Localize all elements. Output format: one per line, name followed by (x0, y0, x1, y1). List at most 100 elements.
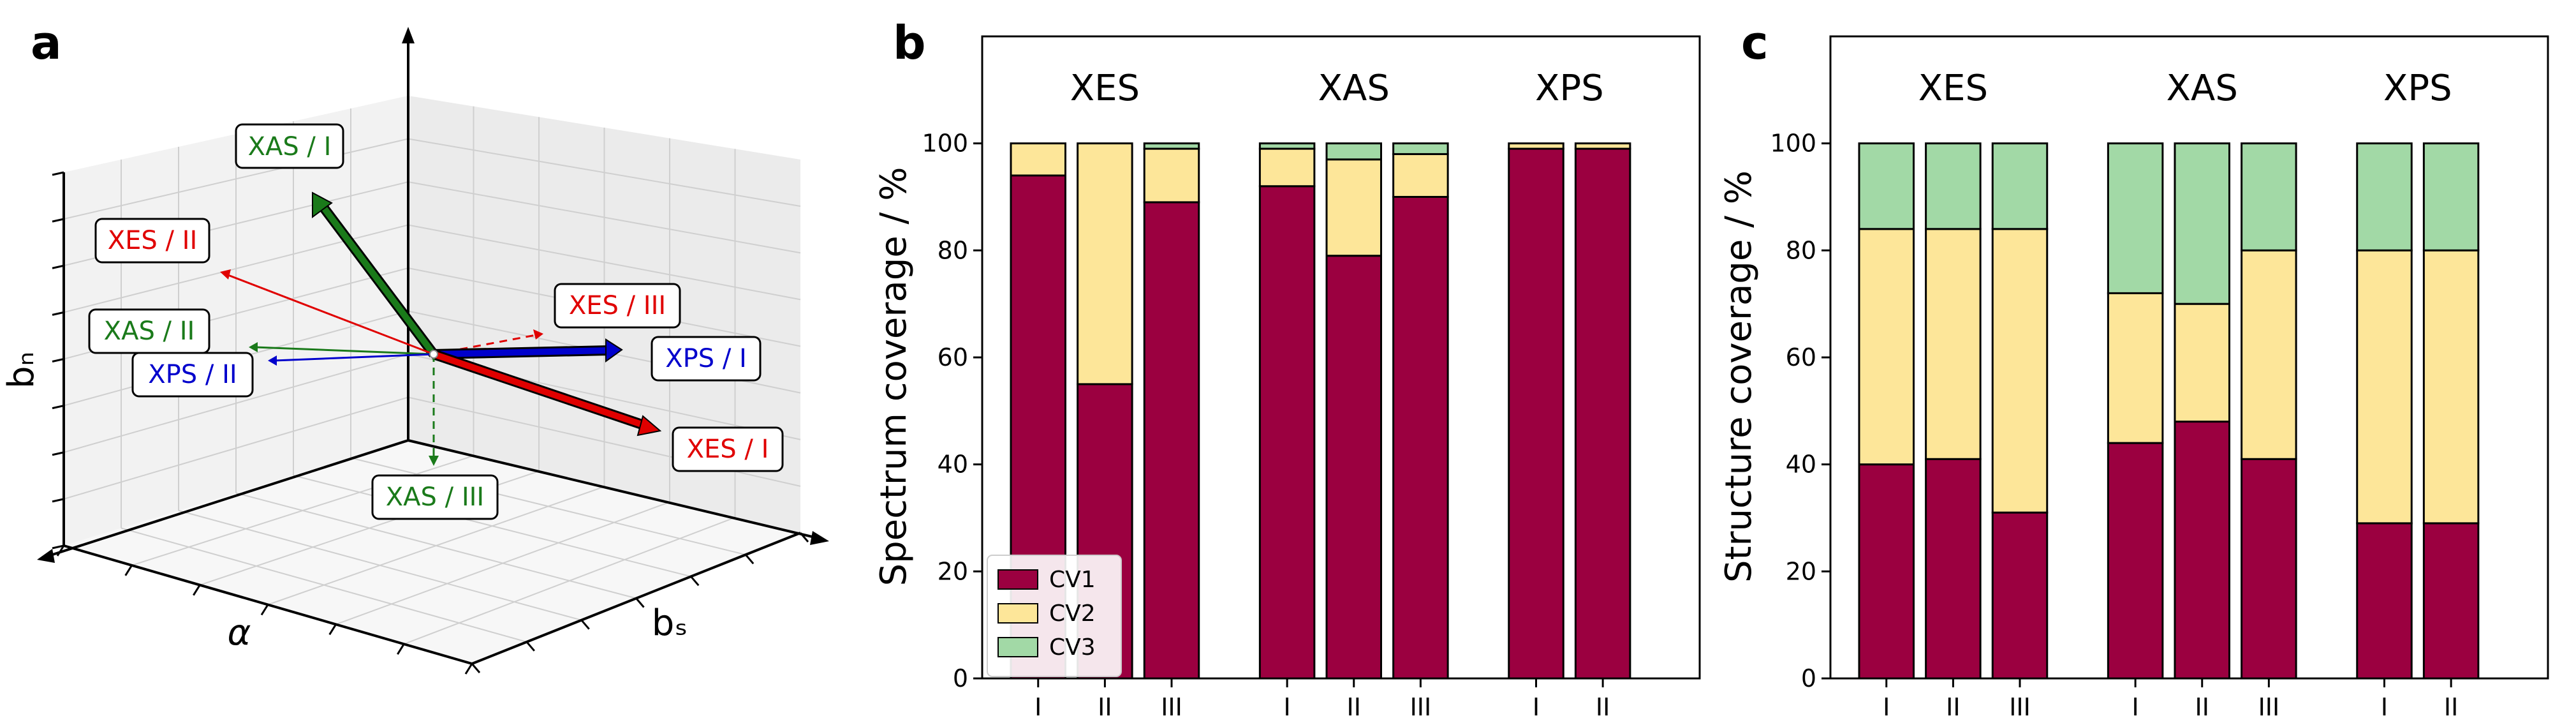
bar-cv1-xps-ii (1574, 147, 1631, 680)
bar-cv1-xps-ii (2422, 522, 2480, 680)
bar-cv2-xas-iii (1392, 153, 1449, 198)
y-tick-label: 0 (1801, 664, 1816, 692)
bar-cv1-xps-i (2356, 522, 2413, 680)
tick-alpha (397, 643, 405, 655)
bar-cv1-xes-i (1858, 463, 1915, 680)
label-xps-i: XPS / I (665, 344, 747, 373)
bar-cv3-xps-ii (2422, 142, 2480, 251)
bar-cv1-xas-ii (1325, 255, 1382, 680)
back-right-gridline (408, 138, 801, 207)
legend-swatch-cv2 (997, 603, 1038, 624)
x-tick-label: I (2132, 693, 2139, 721)
bar-cv1-xes-iii (1143, 201, 1200, 680)
y-tick-label: 60 (1786, 343, 1816, 371)
group-title-xps: XPS (1535, 68, 1604, 109)
origin-point (429, 350, 438, 359)
bar-cv2-xes-i (1858, 228, 1915, 466)
arrowhead-xes-iii (533, 329, 543, 340)
x-tick-label: I (2381, 693, 2388, 721)
legend-label-cv2: CV2 (1049, 601, 1096, 627)
arrowhead-z (402, 27, 415, 43)
floor-gridline (131, 455, 474, 566)
bar-cv2-xes-iii (1143, 147, 1200, 204)
bar-cv3-xas-ii (2174, 142, 2230, 305)
bar-cv1-xas-i (2107, 442, 2164, 680)
y-tick-label: 20 (938, 557, 968, 585)
bar-cv3-xes-iii (1143, 142, 1200, 150)
group-title-xas: XAS (2167, 68, 2238, 109)
x-tick-label: II (1098, 693, 1112, 721)
tick-alpha (124, 565, 133, 576)
x-tick-label: III (1410, 693, 1432, 721)
floor-gridline (335, 501, 670, 625)
legend-label-cv1: CV1 (1049, 567, 1096, 593)
legend-swatch-cv3 (997, 637, 1038, 657)
x-tick-label: I (1284, 693, 1291, 721)
y-tick-label: 60 (938, 343, 968, 371)
arrowhead-xas-i (312, 191, 333, 218)
arrowhead-x (37, 549, 55, 563)
tick-alpha (193, 584, 201, 596)
back-left-gridline (63, 396, 409, 500)
x-tick-label: II (1596, 693, 1610, 721)
vector-xes-ii (226, 273, 434, 355)
bar-cv3-xes-ii (1925, 142, 1982, 230)
back-right-gridline (408, 224, 801, 301)
axis-ticks (52, 171, 809, 675)
vector-xps-ii (274, 353, 434, 362)
label-xes-iii: XES / III (569, 291, 666, 320)
group-title-xas: XAS (1318, 68, 1390, 109)
tick-vertical (52, 451, 64, 456)
tick-vertical (52, 264, 64, 269)
bar-cv2-xps-i (2356, 249, 2413, 525)
bar-cv2-xas-iii (2241, 249, 2297, 460)
legend-label-cv3: CV3 (1049, 634, 1096, 661)
group-title-xes: XES (1070, 68, 1140, 109)
panel-letter-b: b (893, 16, 926, 70)
bar-cv3-xas-i (2107, 142, 2164, 294)
axis-y (408, 439, 823, 541)
arrowhead-xes-i (637, 415, 662, 437)
x-tick-label: II (2444, 693, 2458, 721)
bar-cv3-xes-i (1858, 142, 1915, 230)
bar-cv3-xas-i (1258, 142, 1316, 150)
y-tick-label: 80 (1786, 236, 1816, 264)
y-tick-label: 40 (938, 451, 968, 479)
bar-cv1-xas-iii (2241, 458, 2297, 680)
arrowhead-y (810, 531, 829, 545)
axis-label-bs: bₛ (652, 602, 688, 644)
back-right-gridline (408, 181, 801, 254)
legend-swatch-cv1 (997, 569, 1038, 590)
label-xas-i: XAS / I (248, 132, 332, 161)
panel-a: a bₙ α bₛ (1, 16, 829, 675)
group-title-xes: XES (1918, 68, 1988, 109)
tick-alpha (56, 545, 65, 557)
vectors (220, 191, 662, 466)
x-tick-label: I (1883, 693, 1890, 721)
tick-vertical (52, 498, 64, 503)
back-left-gridline (63, 354, 409, 453)
group-title-xps: XPS (2383, 68, 2452, 109)
bar-cv3-xps-i (2356, 142, 2413, 251)
tick-vertical (52, 171, 64, 176)
tick-vertical (52, 218, 64, 223)
tick-alpha (328, 624, 337, 636)
vector-xes-i (432, 351, 647, 429)
bar-cv1-xas-i (1258, 185, 1316, 680)
floor-gridline (403, 516, 735, 645)
bar-cv1-xas-iii (1392, 196, 1449, 680)
bar-cv2-xps-ii (1574, 142, 1631, 150)
tick-vertical (52, 544, 64, 549)
y-tick-label: 40 (1786, 451, 1816, 479)
bar-cv2-xes-iii (1991, 228, 2049, 514)
vector-labels: XAS / I XES / II XAS / II XPS / II XES /… (88, 123, 784, 520)
back-left-gridline (63, 138, 409, 220)
label-xas-ii: XAS / II (104, 317, 195, 346)
x-tick-label: III (1161, 693, 1182, 721)
tick-alpha (260, 604, 269, 616)
label-box-xas-i (235, 123, 344, 169)
bar-cv3-xes-iii (1991, 142, 2049, 230)
